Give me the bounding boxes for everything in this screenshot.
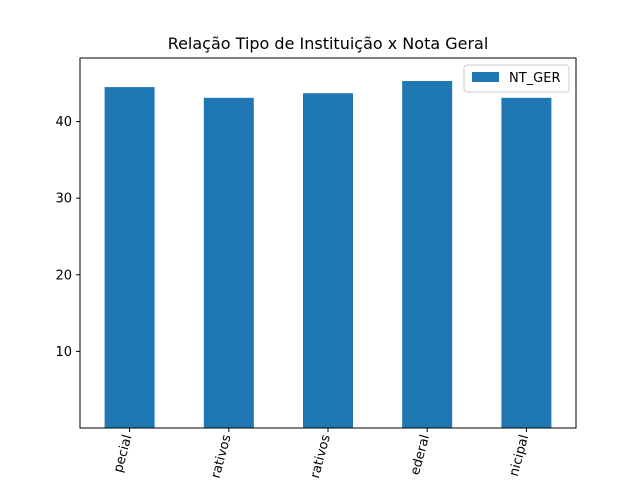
bar — [203, 97, 254, 429]
x-tick-label: nicipal — [507, 433, 532, 478]
y-axis: 10 20 30 40 — [55, 115, 80, 360]
y-tick-label: 10 — [55, 345, 72, 360]
bar-layer — [104, 81, 552, 429]
x-tick-label: ederal — [408, 433, 433, 477]
y-tick-label: 40 — [55, 115, 72, 130]
plot-frame — [79, 57, 577, 429]
bar — [104, 87, 155, 428]
x-tick-label: rativos — [209, 433, 235, 480]
x-axis: pecial rativos rativos ederal nicipal — [111, 428, 532, 480]
bar — [501, 97, 552, 429]
x-tick-label: pecial — [111, 433, 135, 474]
legend: NT_GER — [463, 64, 570, 93]
bar — [303, 93, 353, 428]
x-tick-label: rativos — [308, 433, 334, 480]
legend-swatch — [472, 72, 499, 82]
chart-title: Relação Tipo de Instituição x Nota Geral — [168, 34, 489, 53]
y-tick-label: 20 — [55, 268, 72, 283]
legend-frame — [463, 64, 570, 93]
bar — [402, 81, 453, 428]
y-tick-label: 30 — [55, 192, 72, 207]
legend-label: NT_GER — [509, 71, 561, 86]
